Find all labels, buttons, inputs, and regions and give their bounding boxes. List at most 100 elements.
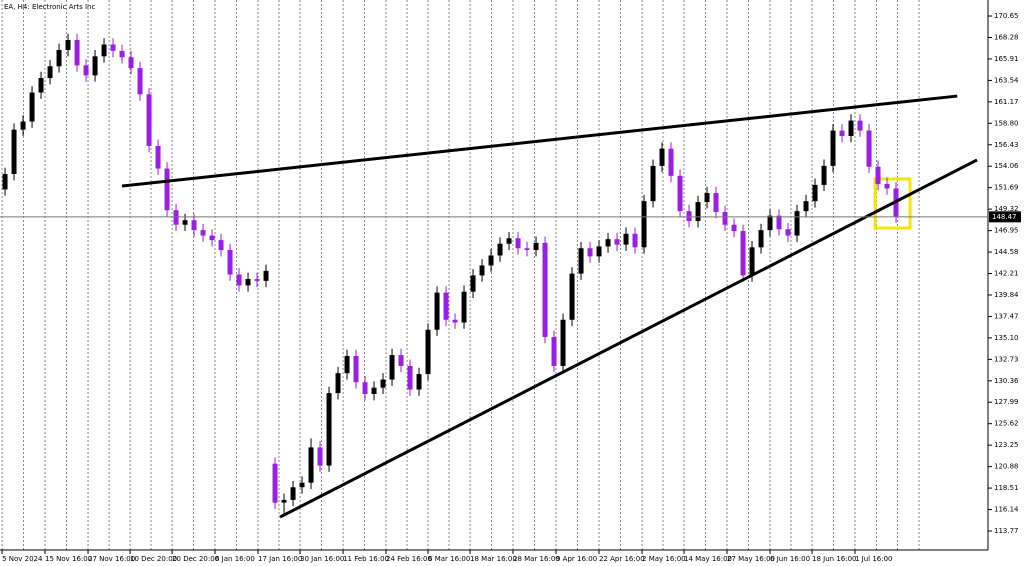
candle-body <box>506 238 512 244</box>
x-tick-label: 14 May 16:00 <box>684 555 732 563</box>
candle-body <box>659 148 665 166</box>
candle-body <box>614 239 620 245</box>
x-tick-label: 18 Jun 16:00 <box>812 555 856 563</box>
candle-body <box>560 319 566 366</box>
candle-body <box>470 275 476 292</box>
candle-body <box>704 193 710 203</box>
candle-body <box>785 229 791 236</box>
candle-body <box>263 270 269 281</box>
candle-body <box>317 447 323 466</box>
candle-body <box>596 246 602 257</box>
candle-body <box>47 66 53 79</box>
candle-body <box>587 248 593 257</box>
candle-body <box>533 242 539 251</box>
x-tick-label: 9 Apr 16:00 <box>556 555 597 563</box>
x-tick-label: 28 Mar 16:00 <box>513 555 560 563</box>
y-tick-label: 151.69 <box>994 184 1019 192</box>
y-tick-label: 170.65 <box>994 12 1019 20</box>
y-tick-label: 120.88 <box>994 463 1019 471</box>
x-tick-label: 6 Jan 16:00 <box>215 555 255 563</box>
candle-body <box>767 215 773 231</box>
y-tick-label: 135.10 <box>994 334 1019 342</box>
y-tick-label: 149.32 <box>994 205 1019 213</box>
candle-body <box>65 40 71 50</box>
candle-body <box>434 292 440 330</box>
x-tick-label: 30 Jan 16:00 <box>300 555 344 563</box>
candle-body <box>578 248 584 274</box>
x-tick-label: 2 May 16:00 <box>642 555 686 563</box>
candle-body <box>776 215 782 230</box>
candle-body <box>758 230 764 248</box>
candle-body <box>632 233 638 248</box>
x-tick-label: 11 Feb 16:00 <box>343 555 389 563</box>
y-tick-label: 163.54 <box>994 76 1019 84</box>
candle-body <box>362 382 368 395</box>
candle-body <box>803 201 809 212</box>
candle-body <box>866 130 872 167</box>
candle-body <box>92 56 98 76</box>
candle-body <box>245 279 251 286</box>
candle-body <box>848 120 854 136</box>
y-tick-label: 154.06 <box>994 162 1019 170</box>
candle-body <box>11 129 17 175</box>
candle-body <box>425 329 431 375</box>
candle-body <box>650 165 656 202</box>
x-tick-label: 22 Apr 16:00 <box>599 555 645 563</box>
candle-body <box>488 255 494 266</box>
candle-body <box>236 274 242 286</box>
candle-body <box>200 230 206 236</box>
y-tick-label: 156.43 <box>994 141 1019 149</box>
candle-body <box>389 355 395 380</box>
candle-body <box>101 44 107 57</box>
candle-body <box>335 373 341 394</box>
candle-body <box>497 243 503 256</box>
y-tick-label: 139.84 <box>994 291 1019 299</box>
candle-body <box>2 174 8 190</box>
candle-body <box>281 499 287 503</box>
candle-body <box>308 447 314 483</box>
candle-body <box>380 379 386 388</box>
candle-body <box>479 265 485 276</box>
candle-body <box>119 50 125 58</box>
last-price-box <box>989 211 1021 223</box>
x-tick-label: 15 Nov 16:00 <box>45 555 92 563</box>
candle-body <box>605 239 611 247</box>
candle-body <box>20 121 26 130</box>
candle-body <box>407 365 413 390</box>
chart-title: EA, H4: Electronic Arts Inc <box>4 3 95 11</box>
trend-line <box>279 158 978 519</box>
candle-body <box>191 220 197 231</box>
candle-body <box>272 463 278 503</box>
candle-body <box>398 355 404 366</box>
y-tick-label: 123.25 <box>994 441 1019 449</box>
candle-body <box>641 201 647 248</box>
candle-body <box>551 336 557 366</box>
candle-body <box>839 130 845 136</box>
candle-body <box>884 183 890 189</box>
x-tick-label: 10 Dec 20:00 <box>130 555 177 563</box>
candle-body <box>515 238 521 249</box>
candle-body <box>128 57 134 69</box>
candle-body <box>749 247 755 276</box>
candle-body <box>56 49 62 67</box>
y-tick-label: 158.80 <box>994 119 1019 127</box>
candle-body <box>110 44 116 51</box>
candle-body <box>155 145 161 169</box>
candle-body <box>416 374 422 390</box>
candle-body <box>812 184 818 202</box>
trend-line <box>121 94 958 188</box>
x-tick-label: 24 Feb 16:00 <box>386 555 432 563</box>
y-tick-label: 168.28 <box>994 33 1019 41</box>
candle-body <box>668 148 674 176</box>
x-tick-label: 5 Nov 2024 <box>2 555 43 563</box>
candle-body <box>29 92 35 122</box>
y-tick-label: 113.77 <box>994 527 1019 535</box>
candle-body <box>875 166 881 184</box>
candle-body <box>695 202 701 222</box>
candle-body <box>83 65 89 76</box>
candle-body <box>542 242 548 337</box>
candle-body <box>209 235 215 241</box>
candle-body <box>218 240 224 251</box>
candle-body <box>524 248 530 251</box>
